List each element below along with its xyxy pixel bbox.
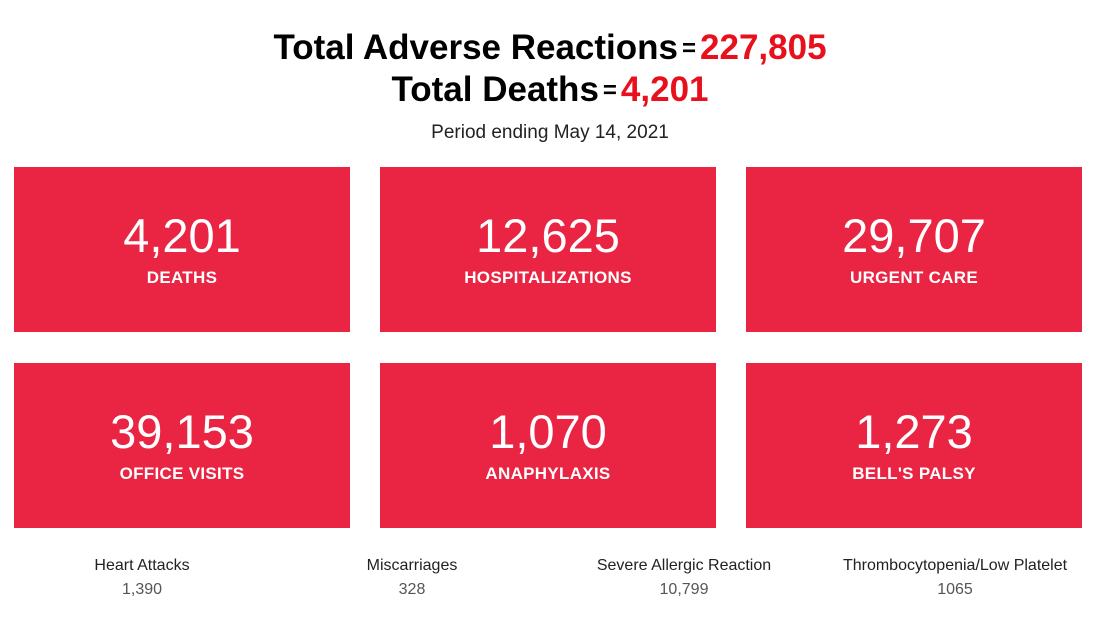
period-subtitle: Period ending May 14, 2021 [431, 122, 669, 143]
stat-card-urgent-care: 29,707 URGENT CARE [746, 167, 1082, 332]
card-value: 4,201 [123, 209, 241, 262]
headline-label: Total Adverse Reactions [273, 28, 679, 67]
stat-label: Severe Allergic Reaction [596, 557, 772, 574]
stat-card-hospitalizations: 12,625 HOSPITALIZATIONS [380, 167, 716, 332]
stat-label: Heart Attacks [94, 557, 190, 574]
stat-severe-allergic-reaction: Severe Allergic Reaction 10,799 [574, 556, 794, 600]
card-value: 12,625 [476, 209, 620, 262]
headline-label: Total Deaths [391, 70, 599, 109]
stat-label: Thrombocytopenia/Low Platelet [842, 557, 1068, 574]
card-label: HOSPITALIZATIONS [464, 268, 632, 287]
headline-value: 4,201 [620, 70, 709, 109]
card-label: DEATHS [146, 268, 218, 287]
card-value: 39,153 [110, 405, 254, 458]
card-label: OFFICE VISITS [119, 464, 245, 483]
equals-sign: = [602, 77, 617, 104]
stat-card-anaphylaxis: 1,070 ANAPHYLAXIS [380, 363, 716, 528]
stat-miscarriages: Miscarriages 328 [332, 556, 492, 600]
stat-thrombocytopenia: Thrombocytopenia/Low Platelet 1065 [820, 556, 1090, 600]
headline-total-deaths: Total Deaths = 4,201 [0, 70, 1100, 111]
stat-card-deaths: 4,201 DEATHS [14, 167, 350, 332]
stat-label: Miscarriages [366, 557, 458, 574]
card-value: 1,070 [489, 405, 607, 458]
headline-total-adverse-reactions: Total Adverse Reactions = 227,805 [0, 28, 1100, 69]
card-label: BELL'S PALSY [852, 464, 976, 483]
card-label: ANAPHYLAXIS [485, 464, 611, 483]
stat-heart-attacks: Heart Attacks 1,390 [62, 556, 222, 600]
card-value: 1,273 [855, 405, 973, 458]
stat-value: 1,390 [121, 581, 163, 598]
stat-value: 10,799 [659, 581, 709, 598]
stat-value: 328 [398, 581, 426, 598]
headline-value: 227,805 [700, 28, 827, 67]
stat-card-bells-palsy: 1,273 BELL'S PALSY [746, 363, 1082, 528]
stat-value: 1065 [937, 581, 973, 598]
card-label: URGENT CARE [850, 268, 978, 287]
stat-card-office-visits: 39,153 OFFICE VISITS [14, 363, 350, 528]
equals-sign: = [682, 35, 697, 62]
card-value: 29,707 [842, 209, 986, 262]
